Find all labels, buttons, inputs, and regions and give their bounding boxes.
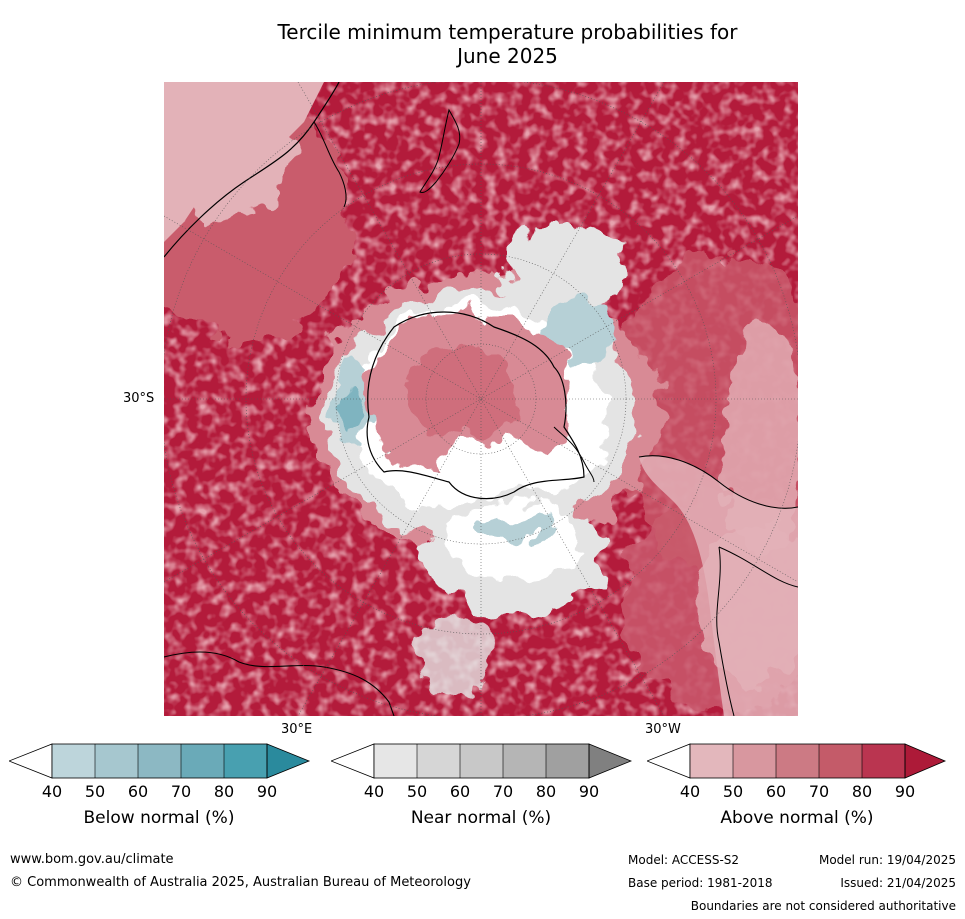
zone-below-normal-east: [541, 302, 617, 362]
title-line-2: June 2025: [457, 44, 558, 68]
model-name: Model: ACCESS-S2: [628, 853, 740, 867]
tick: 50: [84, 782, 106, 801]
tick: 70: [808, 782, 830, 801]
lon-label-30e: 30°E: [281, 722, 313, 737]
zone-below-normal-west-core: [345, 389, 359, 425]
tick: 90: [894, 782, 916, 801]
colorbar-below-svg: [9, 743, 311, 779]
tick: 40: [679, 782, 701, 801]
antarctica-inner: [409, 347, 519, 437]
antarctica-coastline: [366, 311, 585, 500]
colorbar-near-normal: 40 50 60 70 80 90 Near normal (%): [331, 742, 641, 852]
tick: 90: [256, 782, 278, 801]
colorbar-label-above: Above normal (%): [720, 808, 874, 828]
colorbar-above-normal: 40 50 60 70 80 90 Above normal (%): [647, 742, 957, 852]
tick: 60: [765, 782, 787, 801]
antarctica-ross-white: [439, 437, 549, 497]
map-svg: [164, 82, 798, 716]
tick: 70: [170, 782, 192, 801]
model-run-date: Model run: 19/04/2025: [818, 853, 956, 867]
australia-landmass: [164, 82, 347, 258]
colorbar-label-near: Near normal (%): [410, 808, 552, 828]
website-link[interactable]: www.bom.gov.au/climate: [10, 852, 174, 867]
disclaimer-text: Boundaries are not considered authoritat…: [690, 899, 956, 913]
tick: 90: [578, 782, 600, 801]
zone-near-sw-tail: [414, 612, 494, 692]
new-zealand-coast: [419, 108, 461, 193]
lon-label-30w: 30°W: [645, 722, 681, 737]
colorbar-label-below: Below normal (%): [83, 808, 235, 828]
base-period: Base period: 1981-2018: [628, 876, 773, 890]
tick: 50: [722, 782, 744, 801]
africa-coast: [164, 651, 395, 716]
probability-map: [164, 82, 798, 716]
lat-label-30s: 30°S: [123, 391, 155, 406]
tick: 80: [213, 782, 235, 801]
zone-near-north-lobe: [504, 222, 624, 322]
tick: 60: [127, 782, 149, 801]
zone-white-south-lobe: [444, 502, 584, 582]
issued-date: Issued: 21/04/2025: [840, 876, 956, 890]
copyright-text: © Commonwealth of Australia 2025, Austra…: [10, 875, 471, 890]
tick: 70: [492, 782, 514, 801]
tick: 40: [363, 782, 385, 801]
zone-below-normal-south: [479, 513, 549, 541]
graticule: [164, 82, 798, 716]
tick: 80: [851, 782, 873, 801]
colorbar-below-normal: 40 50 60 70 80 90 Below normal (%): [9, 742, 319, 852]
colorbar-above-svg: [647, 743, 947, 779]
south-america-landmass: [638, 455, 798, 716]
title-line-1: Tercile minimum temperature probabilitie…: [277, 20, 738, 44]
colorbar-near-svg: [331, 743, 633, 779]
antarctic-peninsula-coast: [553, 426, 595, 483]
tick: 80: [535, 782, 557, 801]
tick: 50: [406, 782, 428, 801]
tick: 60: [449, 782, 471, 801]
chart-title: Tercile minimum temperature probabilitie…: [0, 20, 965, 68]
tick: 40: [41, 782, 63, 801]
